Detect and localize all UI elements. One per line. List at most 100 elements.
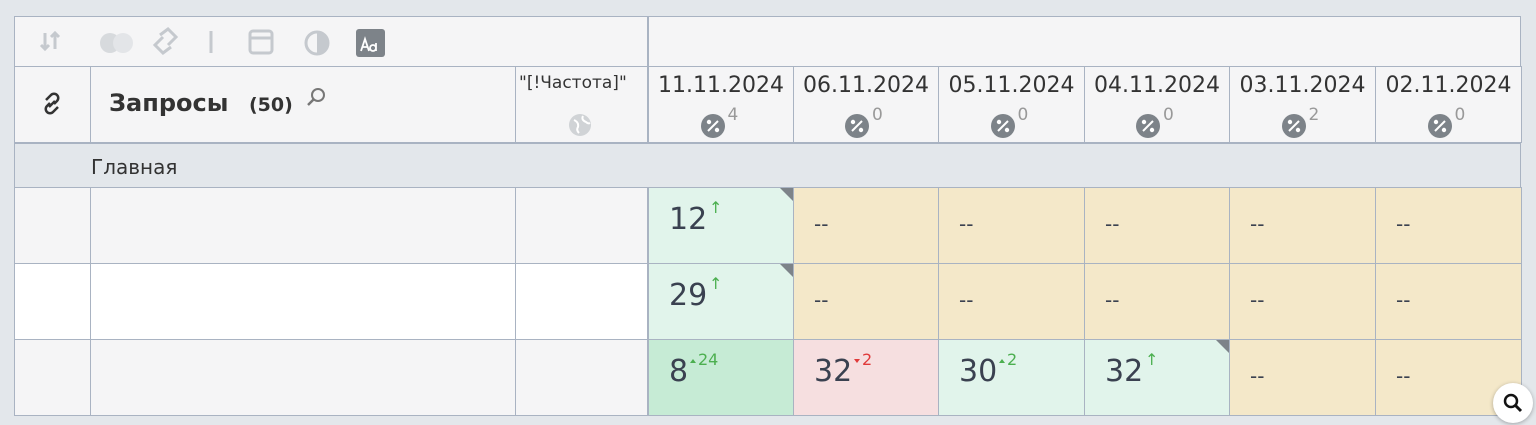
percent-icon bbox=[1281, 114, 1306, 138]
percent-count: 0 bbox=[872, 105, 883, 125]
corner-marker bbox=[780, 264, 793, 277]
frequency-cell bbox=[515, 339, 648, 416]
percent-count: 0 bbox=[1163, 105, 1174, 125]
position-cell[interactable]: -- bbox=[793, 187, 939, 264]
date: 05.11.2024 bbox=[948, 73, 1075, 98]
percent-icon bbox=[1427, 114, 1452, 138]
frequency-title: "[!Частота]" bbox=[519, 73, 627, 93]
position-cell[interactable]: -- bbox=[1229, 339, 1376, 416]
percent-icon bbox=[845, 114, 869, 138]
position: -- bbox=[1105, 212, 1120, 236]
position: 32 bbox=[814, 354, 853, 389]
date-header[interactable]: 03.11.2024 2 bbox=[1229, 66, 1376, 143]
date: 02.11.2024 bbox=[1385, 73, 1512, 98]
frequency-cell bbox=[515, 263, 648, 340]
position: -- bbox=[1250, 288, 1265, 312]
query-cell bbox=[90, 339, 516, 416]
query-cell bbox=[90, 187, 516, 264]
position-cell[interactable]: 32 ↑ bbox=[1084, 339, 1230, 416]
date-header[interactable]: 04.11.2024 0 bbox=[1084, 66, 1230, 143]
change-wrap: 24 bbox=[690, 350, 718, 369]
date: 04.11.2024 bbox=[1094, 73, 1220, 98]
position: 30 bbox=[959, 354, 998, 389]
toolbar bbox=[14, 16, 648, 67]
query-count: (50) bbox=[249, 94, 293, 116]
frequency-cell bbox=[515, 187, 648, 264]
percent-count: 4 bbox=[727, 105, 739, 125]
position: 12 bbox=[669, 202, 708, 237]
position-cell[interactable]: 12 ↑ bbox=[647, 187, 794, 264]
position-cell[interactable]: -- bbox=[1375, 339, 1522, 416]
position-cell[interactable]: -- bbox=[938, 187, 1085, 264]
position-cell[interactable]: -- bbox=[793, 263, 939, 340]
position: 8 bbox=[669, 354, 689, 389]
toolbar-icons bbox=[39, 27, 385, 57]
query-header[interactable]: Запросы (50) bbox=[90, 66, 516, 143]
position: 32 bbox=[1105, 354, 1144, 389]
change-wrap: ↑ bbox=[1145, 350, 1158, 369]
change-wrap: 2 bbox=[854, 350, 872, 369]
date: 03.11.2024 bbox=[1239, 73, 1366, 98]
percent-icon bbox=[990, 114, 1015, 138]
change: ↑ bbox=[1145, 350, 1159, 369]
date-header[interactable]: 06.11.2024 0 bbox=[793, 66, 939, 143]
position-cell[interactable]: -- bbox=[1375, 187, 1522, 264]
toolbar-right bbox=[647, 16, 1521, 67]
percent-icon bbox=[700, 114, 725, 138]
position: -- bbox=[1396, 288, 1411, 312]
position: -- bbox=[814, 212, 829, 236]
trend-triangle bbox=[854, 358, 860, 363]
change: 2 bbox=[862, 350, 873, 369]
position-cell[interactable]: -- bbox=[1084, 187, 1230, 264]
change-wrap: ↑ bbox=[709, 198, 722, 217]
date-header[interactable]: 02.11.2024 0 bbox=[1375, 66, 1522, 143]
position: -- bbox=[1250, 212, 1265, 236]
zoom-icon bbox=[1503, 393, 1523, 413]
query-title: Запросы bbox=[109, 89, 229, 117]
percent-count: 0 bbox=[1454, 105, 1466, 125]
position: -- bbox=[1250, 364, 1265, 388]
position: -- bbox=[959, 212, 974, 236]
link-header[interactable] bbox=[14, 66, 91, 143]
position-cell[interactable]: -- bbox=[1375, 263, 1522, 340]
trend-triangle bbox=[999, 358, 1005, 363]
date-header[interactable]: 05.11.2024 0 bbox=[938, 66, 1085, 143]
link-cell bbox=[14, 187, 91, 264]
globe-icon bbox=[569, 114, 591, 136]
change: 24 bbox=[698, 350, 719, 369]
position-cell[interactable]: -- bbox=[1229, 263, 1376, 340]
position-cell[interactable]: -- bbox=[1229, 187, 1376, 264]
change: ↑ bbox=[709, 274, 723, 293]
position-cell[interactable]: 29 ↑ bbox=[647, 263, 794, 340]
change: 2 bbox=[1007, 350, 1018, 369]
position: -- bbox=[1105, 288, 1120, 312]
group-row: Главная bbox=[14, 142, 1521, 188]
change: ↑ bbox=[709, 198, 723, 217]
percent-count: 2 bbox=[1308, 105, 1320, 125]
change-wrap: ↑ bbox=[709, 274, 722, 293]
percent-count: 0 bbox=[1017, 105, 1029, 125]
date-header[interactable]: 11.11.2024 4 bbox=[647, 66, 794, 143]
zoom-button[interactable] bbox=[1493, 383, 1533, 423]
position: -- bbox=[1396, 364, 1411, 388]
corner-marker bbox=[1216, 340, 1229, 353]
query-cell bbox=[90, 263, 516, 340]
trend-triangle bbox=[690, 358, 696, 363]
position: -- bbox=[959, 288, 974, 312]
percent-icon bbox=[1136, 114, 1160, 138]
link-icon bbox=[44, 92, 60, 115]
position-cell[interactable]: 30 2 bbox=[938, 339, 1085, 416]
change-wrap: 2 bbox=[999, 350, 1017, 369]
frequency-header[interactable]: "[!Частота]" bbox=[515, 66, 648, 143]
corner-marker bbox=[780, 188, 793, 201]
position-cell[interactable]: -- bbox=[938, 263, 1085, 340]
link-cell bbox=[14, 339, 91, 416]
search-icon bbox=[307, 88, 325, 106]
position-cell[interactable]: 8 24 bbox=[647, 339, 794, 416]
group-title: Главная bbox=[91, 155, 178, 179]
date: 11.11.2024 bbox=[658, 73, 784, 98]
position: -- bbox=[814, 288, 829, 312]
position-cell[interactable]: -- bbox=[1084, 263, 1230, 340]
position-cell[interactable]: 32 2 bbox=[793, 339, 939, 416]
